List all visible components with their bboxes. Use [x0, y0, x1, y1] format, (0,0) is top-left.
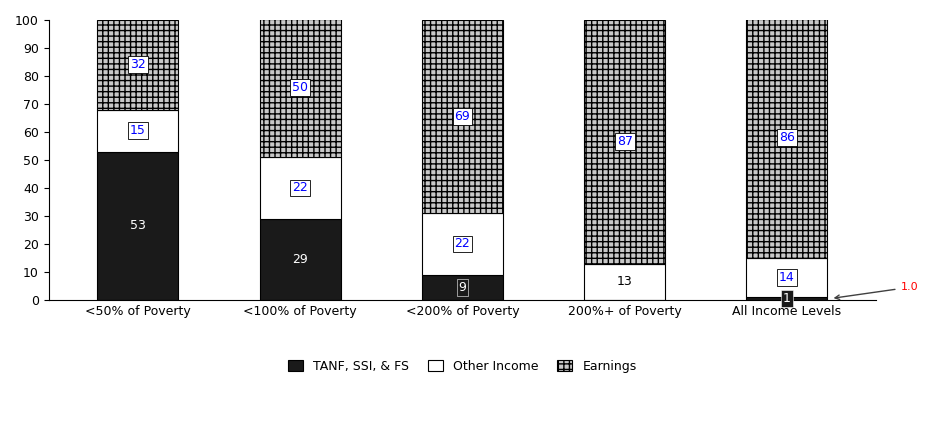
Bar	[98, 151, 179, 300]
Legend: TANF, SSI, & FS, Other Income, Earnings: TANF, SSI, & FS, Other Income, Earnings	[284, 355, 642, 378]
Bar	[259, 157, 340, 219]
Text: 14: 14	[779, 271, 795, 284]
Text: 32: 32	[130, 58, 146, 71]
Bar	[98, 110, 179, 151]
Bar	[747, 258, 828, 297]
Bar	[98, 20, 179, 110]
Text: 22: 22	[292, 181, 308, 194]
Bar	[584, 20, 665, 263]
Text: 13: 13	[617, 275, 632, 288]
Text: 86: 86	[779, 131, 795, 144]
Bar	[422, 20, 503, 213]
Bar	[259, 219, 340, 300]
Bar	[422, 213, 503, 275]
Text: 53: 53	[130, 219, 146, 232]
Bar	[584, 263, 665, 300]
Text: 9: 9	[458, 281, 466, 294]
Text: 29: 29	[292, 253, 308, 266]
Text: 1: 1	[783, 292, 790, 305]
Bar	[422, 275, 503, 300]
Text: 22: 22	[455, 237, 471, 250]
Text: 50: 50	[292, 81, 308, 94]
Bar	[747, 17, 828, 258]
Text: 87: 87	[617, 135, 632, 148]
Text: 15: 15	[130, 124, 146, 137]
Text: 1.0: 1.0	[835, 282, 918, 299]
Bar	[259, 17, 340, 157]
Text: 69: 69	[455, 110, 471, 123]
Bar	[747, 297, 828, 300]
